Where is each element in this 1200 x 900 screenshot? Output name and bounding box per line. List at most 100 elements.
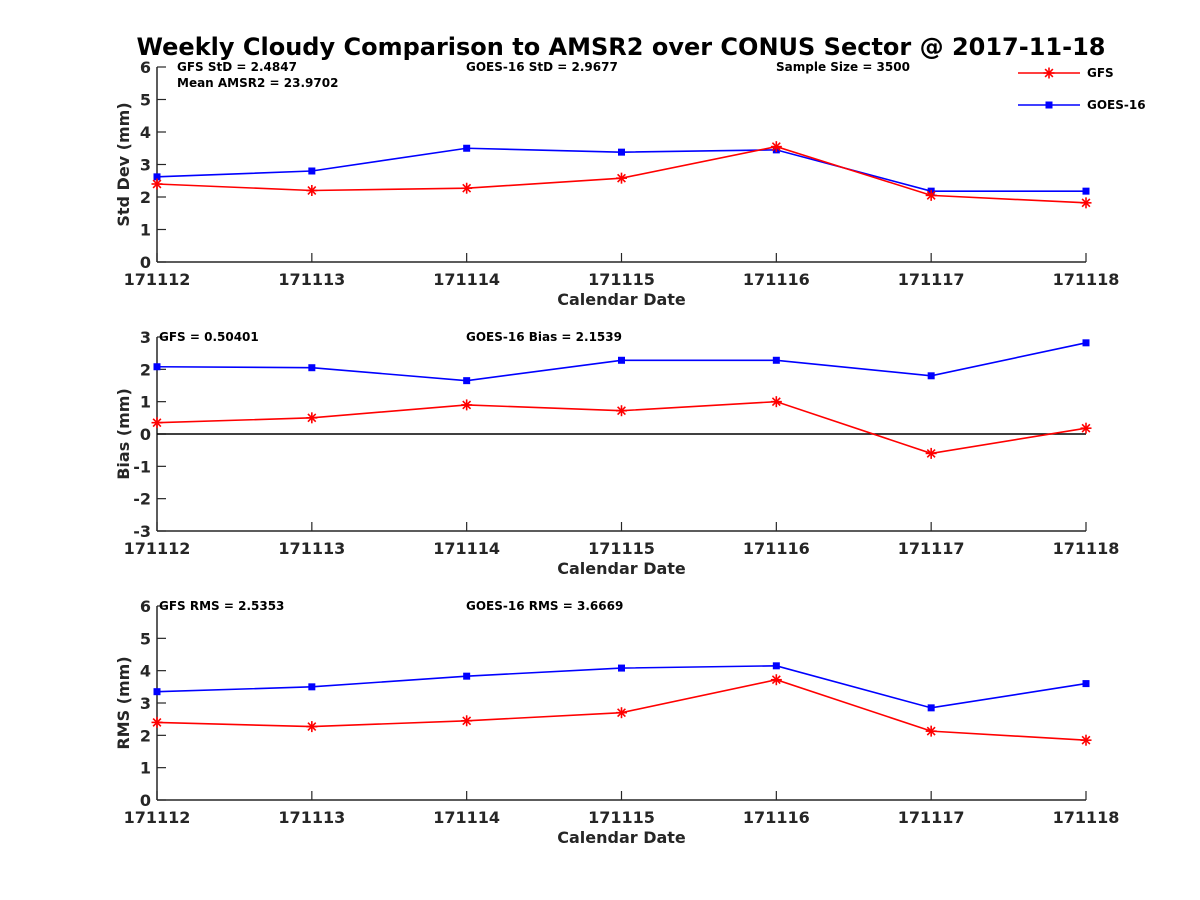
data-point	[151, 178, 163, 190]
x-axis-label: Calendar Date	[557, 828, 686, 847]
data-point	[306, 412, 318, 424]
x-tick-label: 171113	[278, 808, 345, 827]
data-point	[461, 182, 473, 194]
data-point	[925, 447, 937, 459]
data-point	[770, 141, 782, 153]
y-tick-label: 4	[140, 662, 151, 681]
x-tick-label: 171116	[743, 539, 810, 558]
data-point	[308, 364, 316, 372]
data-point	[461, 399, 473, 411]
series-gfs	[151, 396, 1092, 459]
series-gfs	[151, 141, 1092, 209]
x-tick-label: 171115	[588, 539, 655, 558]
y-tick-label: -1	[133, 457, 151, 476]
x-tick-label: 171112	[124, 270, 191, 289]
data-point	[306, 721, 318, 733]
panel-1: 0 1 2 3 4 5 6 171112 171113 171114 171115 171116 171…	[114, 58, 1119, 309]
data-point	[1082, 339, 1090, 347]
x-tick-label: 171118	[1053, 539, 1120, 558]
y-tick-label: 2	[140, 188, 151, 207]
data-point	[308, 167, 316, 175]
data-point	[461, 715, 473, 727]
data-point	[153, 363, 161, 371]
y-tick-label: 0	[140, 253, 151, 272]
data-point	[153, 173, 161, 181]
series-goes-16	[153, 662, 1090, 712]
y-tick-label: 0	[140, 791, 151, 810]
panel-2: -3 -2 -1 0 1 2 3 171112 171113 171114 171115 171116…	[114, 328, 1119, 578]
x-tick-label: 171118	[1053, 808, 1120, 827]
y-tick-label: 2	[140, 360, 151, 379]
y-tick-label: 3	[140, 328, 151, 347]
data-point	[616, 405, 627, 417]
x-tick-label: 171112	[124, 808, 191, 827]
data-point	[927, 372, 935, 380]
y-tick-label: -3	[133, 522, 151, 541]
stat-annotation: GFS StD = 2.4847	[177, 60, 297, 74]
panels: 0 1 2 3 4 5 6 171112 171113 171114 171115 171116 171…	[114, 58, 1119, 847]
x-tick-label: 171112	[124, 539, 191, 558]
panel-3: 0 1 2 3 4 5 6 171112 171113 171114 171115 171116 171…	[114, 597, 1119, 847]
stat-annotation: GFS RMS = 2.5353	[159, 599, 284, 613]
y-tick-label: 5	[140, 629, 151, 648]
data-point	[616, 172, 627, 184]
data-point	[925, 189, 937, 201]
data-point	[616, 707, 627, 719]
data-point	[1082, 187, 1090, 195]
chart-title: Weekly Cloudy Comparison to AMSR2 over C…	[137, 33, 1106, 61]
data-point	[1080, 197, 1092, 209]
data-point	[925, 725, 937, 737]
y-tick-label: 4	[140, 123, 151, 142]
data-point	[770, 674, 782, 686]
x-tick-label: 171118	[1053, 270, 1120, 289]
x-tick-label: 171113	[278, 270, 345, 289]
stat-annotation: GOES-16 StD = 2.9677	[466, 60, 618, 74]
legend-entry-gfs: GFS	[1018, 66, 1114, 80]
y-axis-label: RMS (mm)	[114, 656, 133, 749]
y-tick-label: 1	[140, 759, 151, 778]
data-point	[463, 144, 471, 152]
x-axis-label: Calendar Date	[557, 559, 686, 578]
x-tick-label: 171114	[433, 808, 500, 827]
y-tick-label: 3	[140, 156, 151, 175]
y-tick-label: 2	[140, 726, 151, 745]
y-tick-label: 5	[140, 91, 151, 110]
stat-annotation: GFS = 0.50401	[159, 330, 259, 344]
x-tick-label: 171115	[588, 270, 655, 289]
stat-annotation: GOES-16 Bias = 2.1539	[466, 330, 622, 344]
x-tick-label: 171114	[433, 270, 500, 289]
y-tick-label: 1	[140, 221, 151, 240]
x-axis-label: Calendar Date	[557, 290, 686, 309]
x-tick-label: 171116	[743, 808, 810, 827]
stat-annotation: GOES-16 RMS = 3.6669	[466, 599, 623, 613]
x-tick-label: 171117	[898, 808, 965, 827]
x-tick-label: 171117	[898, 539, 965, 558]
series-gfs	[151, 674, 1092, 746]
data-point	[151, 716, 163, 728]
legend: GFS GOES-16	[1018, 66, 1146, 112]
y-tick-label: 0	[140, 425, 151, 444]
x-tick-label: 171116	[743, 270, 810, 289]
data-point	[770, 396, 782, 408]
data-point	[1080, 734, 1092, 746]
data-point	[153, 688, 161, 696]
legend-marker	[1045, 101, 1053, 109]
y-axis-label: Std Dev (mm)	[114, 102, 133, 226]
y-tick-label: 1	[140, 393, 151, 412]
data-point	[927, 704, 935, 712]
y-tick-label: 6	[140, 58, 151, 77]
data-point	[308, 683, 316, 691]
legend-marker	[1043, 67, 1055, 79]
y-axis-label: Bias (mm)	[114, 388, 133, 480]
x-tick-label: 171117	[898, 270, 965, 289]
data-point	[463, 672, 471, 680]
data-point	[618, 356, 625, 364]
stat-annotation: Sample Size = 3500	[776, 60, 910, 74]
y-tick-label: -2	[133, 490, 151, 509]
data-point	[1080, 422, 1092, 434]
legend-label: GOES-16	[1087, 98, 1146, 112]
y-tick-label: 6	[140, 597, 151, 616]
x-tick-label: 171114	[433, 539, 500, 558]
